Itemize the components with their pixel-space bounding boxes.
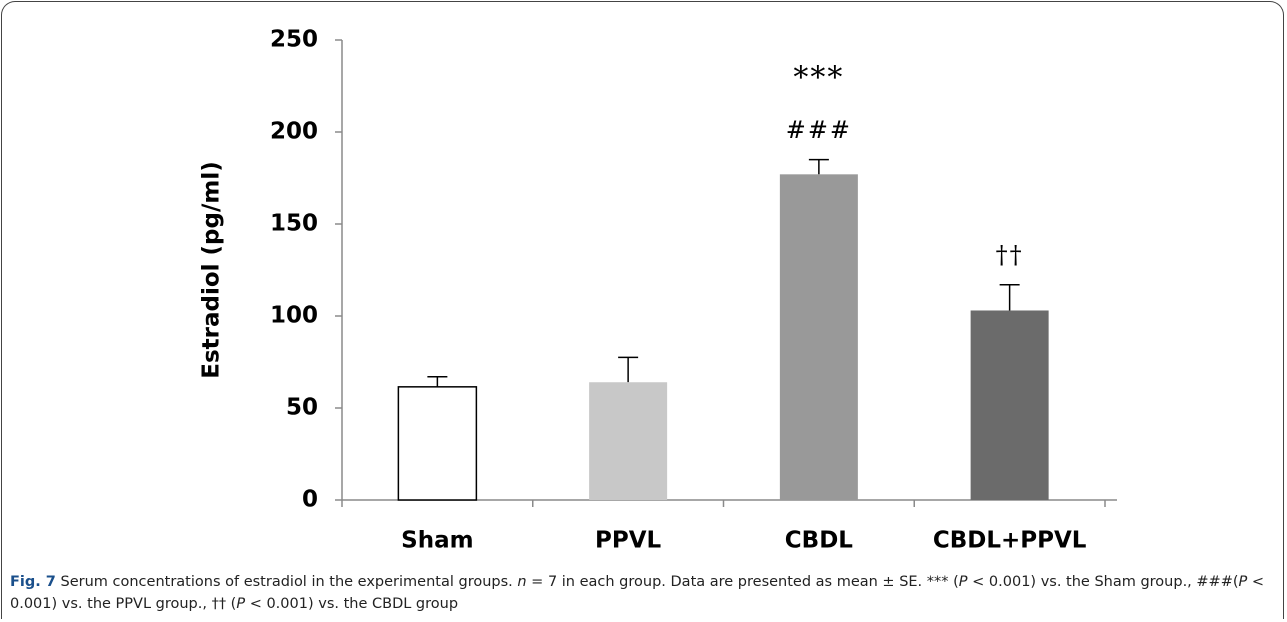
y-tick-label: 100: [270, 303, 318, 329]
chart: Estradiol (pg/ml) 0 50 100 150 200 250 Sham PPV…: [199, 27, 1117, 554]
y-tick-label: 150: [270, 211, 318, 237]
caption-run: P: [1238, 574, 1248, 590]
bar: [970, 310, 1049, 500]
caption-run: < 0.001) vs. the PPVL group., †† (: [10, 574, 1265, 612]
bar: [397, 386, 478, 501]
caption-run: < 0.001) vs. the CBDL group: [245, 596, 459, 612]
annotation: ††: [996, 241, 1024, 269]
y-axis-label: Estradiol (pg/ml): [199, 161, 225, 379]
caption-run: P: [958, 574, 968, 590]
bar: [779, 174, 858, 500]
caption: Fig. 7 Serum concentrations of estradiol…: [10, 571, 1275, 615]
caption-run: < 0.001) vs. the Sham group., ###(: [967, 574, 1239, 590]
y-tick-label: 0: [302, 487, 318, 513]
caption-run: = 7 in each group. Data are presented as…: [526, 574, 959, 590]
annotation: ###: [786, 116, 852, 144]
annotation: ***: [793, 61, 844, 96]
caption-run: n: [517, 574, 527, 590]
caption-run: Serum concentrations of estradiol in the…: [55, 574, 518, 590]
caption-run: Fig. 7: [10, 574, 56, 590]
x-tick-label: CBDL: [785, 528, 854, 554]
y-tick-label: 250: [270, 27, 318, 53]
x-tick-label: CBDL+PPVL: [933, 528, 1087, 554]
y-tick-label: 200: [270, 119, 318, 145]
bar: [589, 382, 668, 500]
x-tick-label: PPVL: [595, 528, 662, 554]
y-tick-label: 50: [286, 395, 318, 421]
caption-run: P: [236, 596, 246, 612]
x-tick-label: Sham: [401, 528, 473, 554]
